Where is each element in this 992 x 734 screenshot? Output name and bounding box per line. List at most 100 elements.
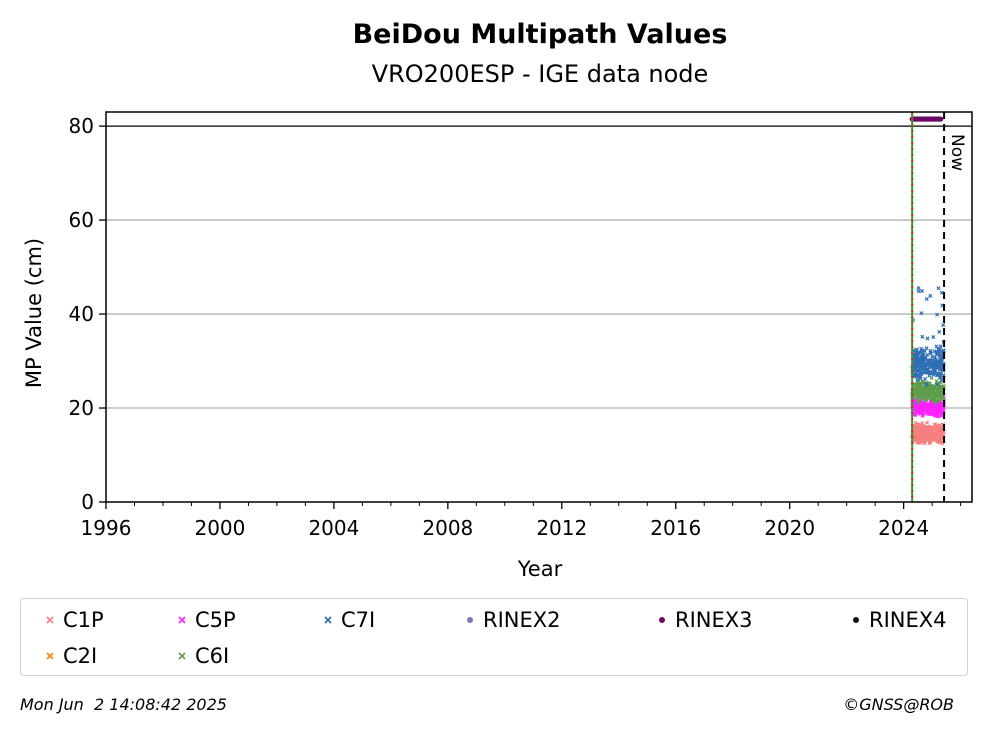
data-point xyxy=(928,348,933,353)
data-point xyxy=(931,435,936,440)
chart-title: BeiDou Multipath Values xyxy=(353,19,728,50)
data-point xyxy=(924,382,929,387)
data-point xyxy=(919,311,924,316)
data-point xyxy=(912,373,917,378)
legend-item-c1p: C1P xyxy=(41,607,104,633)
data-point xyxy=(933,411,938,416)
data-point xyxy=(920,354,925,359)
data-point xyxy=(922,401,928,406)
data-point xyxy=(939,388,944,393)
data-point xyxy=(914,431,919,436)
x-tick-label: 2020 xyxy=(764,516,815,540)
data-point xyxy=(934,386,939,391)
legend-label: C7I xyxy=(341,608,376,632)
data-point xyxy=(921,437,927,442)
data-point xyxy=(924,425,929,430)
legend-item-rinex4: RINEX4 xyxy=(847,607,947,633)
data-point xyxy=(936,286,941,291)
data-point xyxy=(936,347,941,352)
x-tick-label: 2016 xyxy=(650,516,701,540)
data-point xyxy=(928,439,933,444)
legend-label: RINEX3 xyxy=(675,608,753,632)
legend-item-c6i: C6I xyxy=(173,643,229,669)
data-point xyxy=(913,402,918,407)
dot-marker-icon xyxy=(461,611,479,629)
series-c1p xyxy=(910,420,946,446)
legend: C1P C5P C7I RINEX2 RINEX3 RINEX4 C2I C6I xyxy=(20,598,968,676)
cross-marker-icon xyxy=(41,647,59,665)
data-point xyxy=(918,440,923,445)
data-point xyxy=(913,349,918,354)
data-point xyxy=(917,358,922,363)
data-point xyxy=(924,389,929,394)
data-point xyxy=(912,412,918,417)
data-point xyxy=(912,389,917,394)
data-point xyxy=(937,329,942,334)
y-tick-label: 40 xyxy=(69,302,94,326)
data-point xyxy=(936,402,941,407)
data-point xyxy=(925,352,930,357)
data-point xyxy=(919,289,924,294)
legend-item-rinex3: RINEX3 xyxy=(653,607,753,633)
series-c7i xyxy=(910,285,946,387)
data-point xyxy=(928,293,933,298)
data-point xyxy=(917,381,922,386)
data-point xyxy=(921,358,926,363)
legend-label: C5P xyxy=(195,608,236,632)
x-tick-label: 2024 xyxy=(878,516,929,540)
data-point xyxy=(925,394,930,399)
footer-timestamp: Mon Jun 2 14:08:42 2025 xyxy=(20,695,227,714)
y-tick-label: 20 xyxy=(69,396,94,420)
data-point xyxy=(916,400,921,405)
y-tick-label: 0 xyxy=(81,490,94,514)
data-point xyxy=(938,116,944,122)
data-point xyxy=(917,368,922,373)
data-point xyxy=(937,431,942,436)
data-point xyxy=(919,425,924,430)
data-point xyxy=(939,290,944,295)
data-point xyxy=(920,413,925,418)
data-point xyxy=(938,435,943,440)
data-point xyxy=(939,392,944,397)
data-point xyxy=(930,426,935,431)
x-axis-label: Year xyxy=(517,557,563,581)
legend-item-c2i: C2I xyxy=(41,643,97,669)
data-point xyxy=(926,370,931,375)
data-point xyxy=(941,323,946,328)
chart-canvas: BeiDou Multipath Values VRO200ESP - IGE … xyxy=(22,19,973,581)
cross-marker-icon xyxy=(41,611,59,629)
data-point xyxy=(916,285,921,290)
data-point xyxy=(932,365,937,370)
plot-area-frame xyxy=(105,111,973,503)
data-point xyxy=(915,362,920,367)
data-point xyxy=(918,364,923,369)
axes: 0 20 40 60 80 1996 2000 2004 2008 2012 2016 2020 202… xyxy=(69,114,962,540)
reference-lines: Now xyxy=(106,112,972,502)
data-point xyxy=(934,394,939,399)
data-point xyxy=(919,391,924,396)
y-tick-label: 80 xyxy=(69,114,94,138)
data-point xyxy=(913,390,918,395)
legend-item-rinex2: RINEX2 xyxy=(461,607,561,633)
data-point xyxy=(923,376,928,381)
cross-marker-icon xyxy=(319,611,337,629)
y-axis-label: MP Value (cm) xyxy=(22,238,46,388)
legend-label: C1P xyxy=(63,608,104,632)
data-point xyxy=(917,430,922,435)
footer-credit: ©GNSS@ROB xyxy=(843,695,954,714)
data-point xyxy=(934,352,939,357)
data-point xyxy=(925,420,930,425)
data-point xyxy=(917,396,922,401)
data-point xyxy=(939,356,944,361)
data-point xyxy=(915,405,920,410)
now-label: Now xyxy=(947,134,967,171)
data-point xyxy=(937,404,942,409)
data-point xyxy=(927,436,932,442)
data-point xyxy=(914,360,919,365)
data-point xyxy=(914,366,919,371)
data-point xyxy=(920,365,925,370)
data-point xyxy=(928,427,933,432)
legend-label: C2I xyxy=(63,644,98,668)
legend-item-c5p: C5P xyxy=(173,607,236,633)
data-point xyxy=(935,382,940,387)
